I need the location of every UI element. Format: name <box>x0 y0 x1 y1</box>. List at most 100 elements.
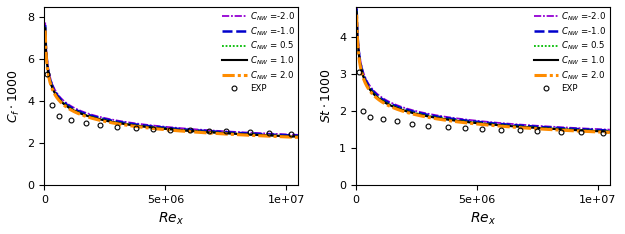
$C_{NW}$ =-2.0 <box>507 122 514 125</box>
EXP <box>205 129 212 132</box>
Legend: $C_{NW}$ =-2.0, $C_{NW}$ =-1.0, $C_{NW}$ = 0.5, $C_{NW}$ = 1.0, $C_{NW}$ = 2.0, : $C_{NW}$ =-2.0, $C_{NW}$ =-1.0, $C_{NW}$… <box>221 10 296 94</box>
$C_{NW}$ = 2.0 <box>507 125 514 128</box>
EXP <box>44 73 51 76</box>
EXP <box>68 119 75 122</box>
$C_{NW}$ =-2.0 <box>41 21 49 24</box>
EXP <box>478 128 486 130</box>
Line: $C_{NW}$ = 2.0: $C_{NW}$ = 2.0 <box>357 15 610 132</box>
$C_{NW}$ = 2.0 <box>571 129 578 132</box>
Line: $C_{NW}$ = 0.5: $C_{NW}$ = 0.5 <box>45 27 298 136</box>
EXP <box>498 128 505 131</box>
EXP <box>461 127 469 130</box>
Line: $C_{NW}$ =-1.0: $C_{NW}$ =-1.0 <box>357 8 610 131</box>
$C_{NW}$ = 0.5 <box>514 125 522 128</box>
$C_{NW}$ =-2.0 <box>57 96 64 99</box>
$C_{NW}$ = 2.0 <box>353 13 361 16</box>
EXP <box>359 110 367 112</box>
$C_{NW}$ =-1.0 <box>202 130 210 132</box>
EXP <box>367 115 374 118</box>
$C_{NW}$ = 1.0 <box>500 124 508 127</box>
$C_{NW}$ =-1.0 <box>353 7 361 10</box>
EXP <box>379 118 386 121</box>
$C_{NW}$ =-2.0 <box>500 122 508 125</box>
EXP <box>355 71 362 73</box>
$C_{NW}$ = 1.0 <box>195 130 202 133</box>
$C_{NW}$ = 2.0 <box>195 131 202 134</box>
EXP <box>246 131 254 133</box>
$C_{NW}$ =-1.0 <box>507 123 514 126</box>
$C_{NW}$ = 1.0 <box>368 91 376 94</box>
EXP <box>186 129 193 132</box>
$C_{NW}$ = 2.0 <box>234 133 241 136</box>
EXP <box>599 132 606 134</box>
$C_{NW}$ =-1.0 <box>189 129 196 132</box>
$C_{NW}$ = 2.0 <box>500 125 508 128</box>
$C_{NW}$ =-2.0 <box>545 125 552 128</box>
$C_{NW}$ = 1.0 <box>189 130 196 132</box>
$C_{NW}$ = 2.0 <box>57 101 64 104</box>
Line: $C_{NW}$ = 1.0: $C_{NW}$ = 1.0 <box>45 28 298 137</box>
$C_{NW}$ = 0.5 <box>606 130 614 133</box>
Y-axis label: $St \cdot 1000$: $St \cdot 1000$ <box>321 69 334 124</box>
Line: $C_{NW}$ = 2.0: $C_{NW}$ = 2.0 <box>45 30 298 137</box>
EXP <box>266 131 273 134</box>
Legend: $C_{NW}$ =-2.0, $C_{NW}$ =-1.0, $C_{NW}$ = 0.5, $C_{NW}$ = 1.0, $C_{NW}$ = 2.0, : $C_{NW}$ =-2.0, $C_{NW}$ =-1.0, $C_{NW}$… <box>533 10 608 94</box>
$C_{NW}$ = 0.5 <box>545 127 552 130</box>
EXP <box>534 130 541 132</box>
EXP <box>48 103 56 106</box>
Line: $C_{NW}$ =-2.0: $C_{NW}$ =-2.0 <box>357 6 610 130</box>
Line: $C_{NW}$ = 0.5: $C_{NW}$ = 0.5 <box>357 11 610 131</box>
$C_{NW}$ = 1.0 <box>57 100 64 102</box>
$C_{NW}$ =-1.0 <box>195 129 202 132</box>
$C_{NW}$ = 0.5 <box>353 9 361 12</box>
X-axis label: $Re_x$: $Re_x$ <box>470 211 496 227</box>
$C_{NW}$ = 1.0 <box>514 125 522 128</box>
$C_{NW}$ =-1.0 <box>368 89 376 92</box>
EXP <box>444 126 451 128</box>
Line: $C_{NW}$ =-1.0: $C_{NW}$ =-1.0 <box>45 25 298 136</box>
$C_{NW}$ =-2.0 <box>514 123 522 126</box>
EXP <box>425 124 432 127</box>
$C_{NW}$ = 0.5 <box>507 124 514 127</box>
Y-axis label: $C_f \cdot 1000$: $C_f \cdot 1000$ <box>7 69 22 123</box>
$C_{NW}$ = 1.0 <box>259 134 267 137</box>
$C_{NW}$ = 0.5 <box>189 129 196 132</box>
EXP <box>149 128 157 131</box>
EXP <box>288 132 295 135</box>
EXP <box>517 129 524 132</box>
$C_{NW}$ = 2.0 <box>606 131 614 134</box>
$C_{NW}$ = 0.5 <box>41 26 49 29</box>
EXP <box>558 130 565 133</box>
$C_{NW}$ = 1.0 <box>545 127 552 130</box>
$C_{NW}$ =-2.0 <box>294 133 302 136</box>
$C_{NW}$ = 2.0 <box>294 136 302 139</box>
$C_{NW}$ = 2.0 <box>41 29 49 32</box>
Line: $C_{NW}$ =-2.0: $C_{NW}$ =-2.0 <box>45 22 298 135</box>
$C_{NW}$ = 0.5 <box>234 132 241 135</box>
EXP <box>82 122 89 125</box>
$C_{NW}$ = 2.0 <box>202 132 210 134</box>
$C_{NW}$ = 2.0 <box>368 92 376 95</box>
$C_{NW}$ = 2.0 <box>189 131 196 133</box>
$C_{NW}$ = 1.0 <box>606 130 614 133</box>
$C_{NW}$ =-1.0 <box>500 123 508 126</box>
Line: EXP: EXP <box>45 72 294 136</box>
$C_{NW}$ = 0.5 <box>202 130 210 133</box>
$C_{NW}$ = 1.0 <box>202 131 210 134</box>
$C_{NW}$ = 0.5 <box>500 124 508 127</box>
$C_{NW}$ = 0.5 <box>368 90 376 93</box>
$C_{NW}$ =-2.0 <box>606 128 614 131</box>
EXP <box>408 123 415 125</box>
$C_{NW}$ = 1.0 <box>507 125 514 128</box>
$C_{NW}$ = 1.0 <box>234 132 241 135</box>
$C_{NW}$ =-1.0 <box>606 129 614 132</box>
EXP <box>393 120 401 123</box>
$C_{NW}$ =-2.0 <box>571 127 578 129</box>
$C_{NW}$ =-2.0 <box>368 88 376 90</box>
$C_{NW}$ = 1.0 <box>294 135 302 138</box>
$C_{NW}$ = 1.0 <box>353 11 361 14</box>
$C_{NW}$ =-1.0 <box>234 132 241 134</box>
EXP <box>222 130 229 133</box>
EXP <box>166 128 174 131</box>
$C_{NW}$ =-2.0 <box>259 132 267 135</box>
